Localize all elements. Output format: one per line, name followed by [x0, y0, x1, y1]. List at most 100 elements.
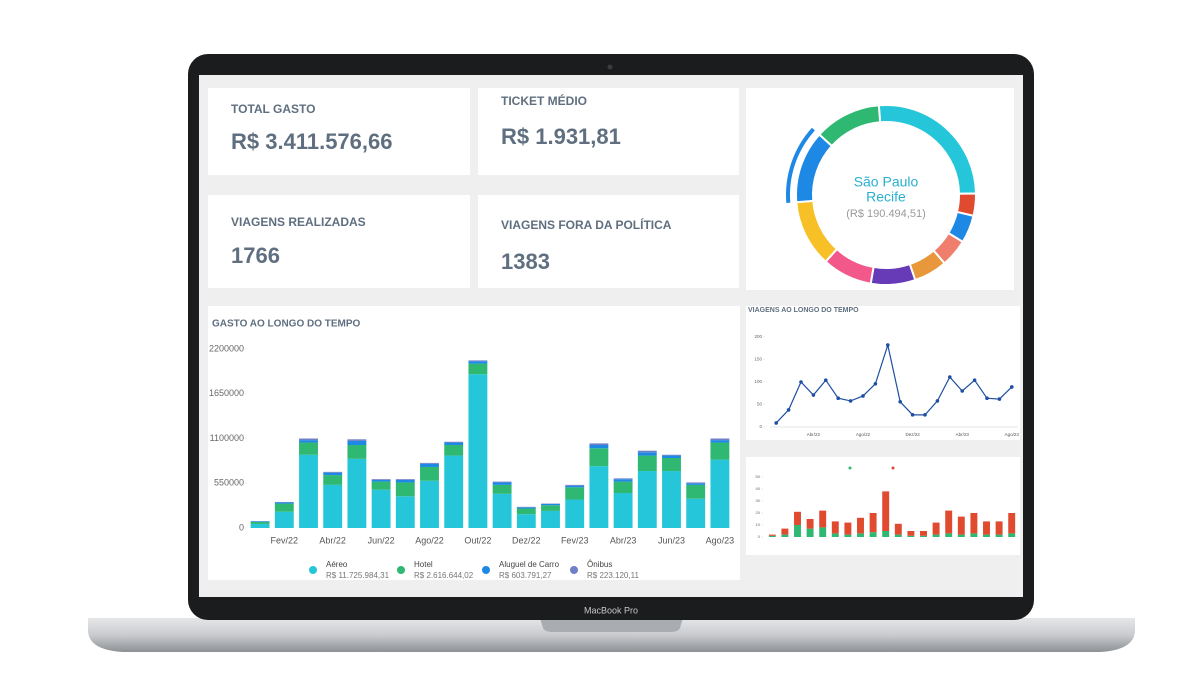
bar-segment: [541, 503, 560, 506]
bar-segment: [444, 441, 464, 443]
bar-segment: [781, 534, 789, 537]
y-tick-label: 0: [239, 522, 244, 532]
bar-segment: [565, 487, 585, 500]
y-tick-label: 50: [756, 474, 761, 479]
bar-segment: [662, 454, 681, 456]
bar-segment: [516, 508, 536, 515]
bar-segment: [794, 511, 801, 525]
legend-swatch: [309, 566, 317, 574]
bar-segment: [806, 519, 814, 529]
bar-segment: [565, 484, 585, 486]
legend-label: Aluguel de Carro: [499, 560, 560, 569]
camera: [607, 64, 613, 70]
point: [774, 421, 778, 425]
x-tick-label: Ago/23: [1005, 432, 1020, 437]
bar-segment: [492, 482, 512, 485]
bar-segment: [274, 502, 294, 504]
point: [873, 382, 878, 386]
x-tick-label: Ago/23: [706, 535, 735, 545]
chart-title: GASTO AO LONGO DO TEMPO: [212, 319, 361, 330]
chart-title: VIAGENS AO LONGO DO TEMPO: [748, 307, 859, 314]
y-tick-label: 2200000: [209, 343, 244, 353]
laptop-notch: [540, 618, 683, 632]
bar-segment: [637, 455, 657, 472]
bar-segment: [882, 491, 890, 531]
point: [910, 413, 915, 417]
bar-segment: [395, 479, 415, 480]
chart-card: [746, 306, 1020, 440]
bar-segment: [492, 484, 512, 494]
bar-segment: [323, 472, 343, 476]
bar-segment: [613, 478, 633, 480]
bar-segment: [983, 521, 990, 535]
bar-segment: [420, 480, 439, 528]
bar-segment: [347, 445, 367, 459]
x-tick-label: Out/22: [464, 535, 491, 545]
bar-segment: [957, 516, 965, 535]
kpi-label: TOTAL GASTO: [231, 102, 315, 116]
bar-segment: [710, 438, 730, 441]
legend-label: Ônibus: [587, 560, 612, 569]
device-label: MacBook Pro: [584, 605, 638, 615]
bar-segment: [250, 521, 270, 522]
y-tick-label: 1650000: [209, 388, 244, 398]
bar-segment: [686, 482, 706, 484]
donut-center-label: Recife: [866, 189, 906, 205]
bar-segment: [920, 531, 927, 536]
y-tick-label: 1100000: [210, 433, 244, 443]
bar-segment: [894, 534, 902, 537]
bar-segment: [662, 458, 681, 472]
legend-label: Hotel: [414, 560, 433, 569]
laptop-base: [88, 618, 1135, 652]
bar-segment: [932, 522, 940, 535]
y-tick-label: 20: [756, 510, 761, 515]
bar-segment: [299, 454, 318, 528]
x-tick-label: Fev/23: [561, 535, 589, 545]
bar-segment: [492, 481, 512, 483]
point: [1010, 385, 1014, 389]
bar-segment: [468, 363, 488, 375]
x-tick-label: Ago/22: [856, 432, 871, 437]
legend-swatch: [482, 566, 490, 574]
bar-segment: [995, 521, 1003, 535]
donut-segment: [817, 104, 882, 148]
bar-segment: [857, 517, 864, 534]
bar-segment: [589, 466, 609, 528]
bar-segment: [274, 511, 294, 528]
x-tick-label: Abr/23: [610, 535, 637, 545]
bar-segment: [468, 361, 488, 364]
point: [861, 394, 865, 398]
point: [898, 400, 902, 404]
x-tick-label: Ago/22: [415, 535, 444, 545]
bar-segment: [299, 442, 318, 455]
y-tick-label: 150: [754, 357, 762, 362]
bar-segment: [995, 534, 1003, 537]
bar-segment: [637, 450, 657, 453]
kpi-label: TICKET MÉDIO: [501, 93, 587, 108]
point: [886, 343, 890, 347]
bar-segment: [395, 496, 415, 528]
point: [848, 399, 853, 403]
bar-segment: [468, 374, 488, 528]
point: [997, 397, 1002, 401]
bar-segment: [882, 531, 890, 537]
point: [972, 378, 977, 383]
bar-segment: [613, 479, 633, 482]
bar-segment: [970, 513, 978, 534]
donut-highlight: [786, 127, 815, 203]
legend-value: R$ 2.616.644,02: [414, 571, 474, 580]
point: [811, 393, 816, 397]
bar-segment: [710, 442, 730, 460]
bar-segment: [613, 481, 633, 494]
bar-segment: [857, 533, 864, 537]
x-tick-label: Jun/22: [368, 535, 395, 545]
bar-segment: [686, 483, 706, 485]
bar-segment: [444, 445, 464, 456]
bar-segment: [347, 439, 367, 441]
legend-swatch: [397, 566, 405, 574]
bar-segment: [250, 521, 270, 524]
point: [836, 396, 840, 401]
point: [935, 399, 940, 403]
bar-segment: [794, 525, 801, 537]
